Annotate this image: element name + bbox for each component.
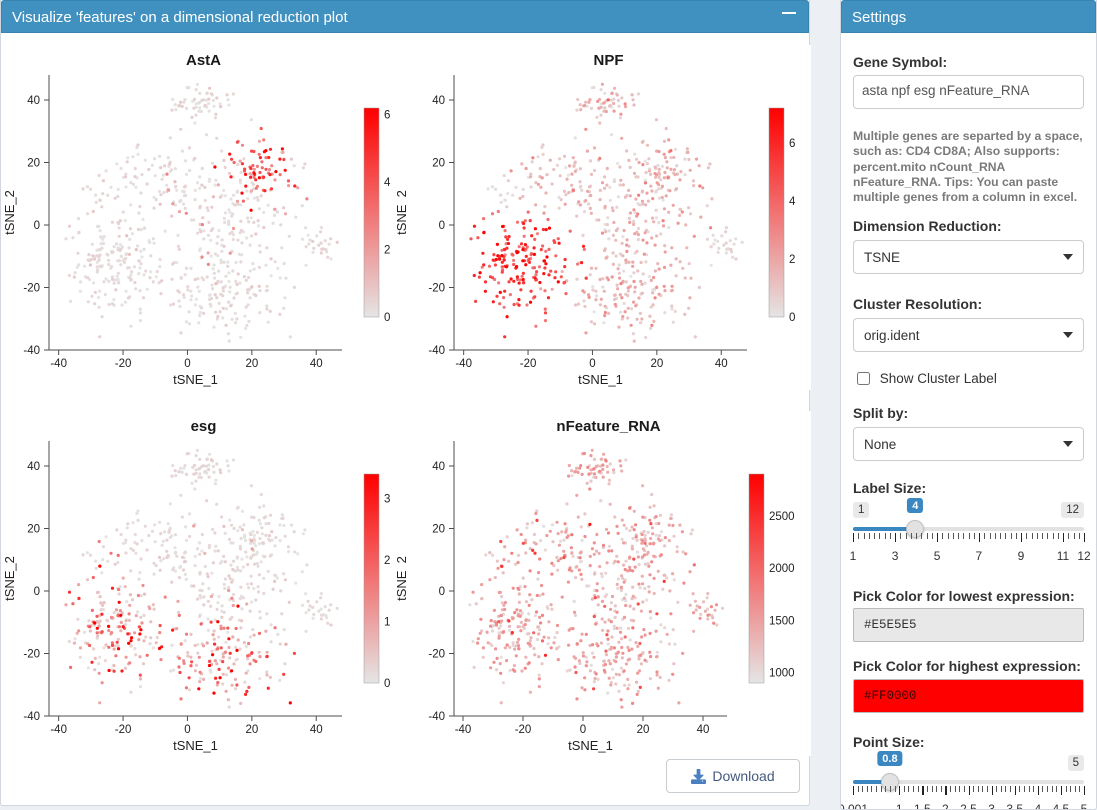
svg-text:-40: -40 [428, 711, 445, 723]
svg-text:2: 2 [384, 244, 390, 256]
svg-text:0: 0 [184, 724, 190, 736]
svg-text:-40: -40 [23, 345, 40, 357]
svg-text:0: 0 [580, 724, 586, 736]
svg-text:40: 40 [432, 461, 445, 473]
svg-text:20: 20 [27, 523, 40, 535]
svg-text:-20: -20 [23, 648, 40, 660]
svg-text:-40: -40 [23, 711, 40, 723]
svg-text:1: 1 [384, 616, 390, 628]
svg-text:-40: -40 [455, 724, 472, 736]
svg-text:40: 40 [310, 724, 323, 736]
svg-text:0: 0 [439, 586, 445, 598]
svg-text:tSNE_1: tSNE_1 [173, 738, 218, 753]
svg-text:40: 40 [27, 95, 40, 107]
svg-text:0: 0 [384, 678, 390, 690]
svg-text:40: 40 [310, 358, 323, 370]
svg-text:tSNE_2: tSNE_2 [2, 556, 17, 601]
svg-text:-20: -20 [428, 648, 445, 660]
svg-text:nFeature_RNA: nFeature_RNA [556, 418, 660, 435]
svg-text:2000: 2000 [769, 563, 795, 575]
svg-text:6: 6 [384, 109, 390, 121]
svg-text:4: 4 [384, 177, 391, 189]
svg-text:1000: 1000 [769, 667, 795, 679]
svg-text:-20: -20 [515, 724, 532, 736]
svg-text:2500: 2500 [769, 510, 795, 522]
svg-text:6: 6 [789, 137, 795, 149]
svg-text:-40: -40 [428, 345, 445, 357]
svg-text:tSNE_1: tSNE_1 [568, 738, 613, 753]
svg-text:20: 20 [245, 358, 258, 370]
svg-text:AstA: AstA [186, 52, 221, 69]
svg-text:1500: 1500 [769, 615, 795, 627]
svg-text:20: 20 [245, 724, 258, 736]
svg-text:0: 0 [34, 220, 40, 232]
svg-text:tSNE_1: tSNE_1 [578, 372, 623, 387]
svg-text:tSNE_2: tSNE_2 [394, 190, 406, 235]
svg-text:20: 20 [27, 157, 40, 169]
svg-text:0: 0 [34, 586, 40, 598]
svg-text:NPF: NPF [594, 52, 624, 69]
svg-text:20: 20 [432, 157, 445, 169]
svg-text:tSNE_2: tSNE_2 [394, 556, 406, 601]
svg-text:-20: -20 [115, 724, 132, 736]
svg-text:-20: -20 [23, 282, 40, 294]
svg-text:40: 40 [27, 461, 40, 473]
svg-text:20: 20 [432, 523, 445, 535]
svg-text:20: 20 [650, 358, 663, 370]
svg-text:-20: -20 [428, 282, 445, 294]
svg-text:esg: esg [191, 418, 217, 435]
svg-text:0: 0 [439, 220, 445, 232]
svg-text:0: 0 [184, 358, 190, 370]
svg-text:tSNE_1: tSNE_1 [173, 372, 218, 387]
svg-text:-40: -40 [455, 358, 472, 370]
svg-text:0: 0 [789, 312, 795, 324]
svg-text:2: 2 [789, 253, 795, 265]
svg-text:-20: -20 [520, 358, 537, 370]
svg-text:2: 2 [384, 555, 390, 567]
svg-text:0: 0 [589, 358, 595, 370]
svg-text:40: 40 [715, 358, 728, 370]
svg-text:-40: -40 [50, 358, 67, 370]
svg-text:4: 4 [789, 195, 796, 207]
svg-text:-20: -20 [115, 358, 132, 370]
svg-text:40: 40 [432, 95, 445, 107]
svg-text:20: 20 [637, 724, 650, 736]
svg-text:tSNE_2: tSNE_2 [2, 190, 17, 235]
svg-text:0: 0 [384, 312, 390, 324]
svg-text:3: 3 [384, 493, 390, 505]
svg-text:40: 40 [697, 724, 710, 736]
svg-text:-40: -40 [50, 724, 67, 736]
